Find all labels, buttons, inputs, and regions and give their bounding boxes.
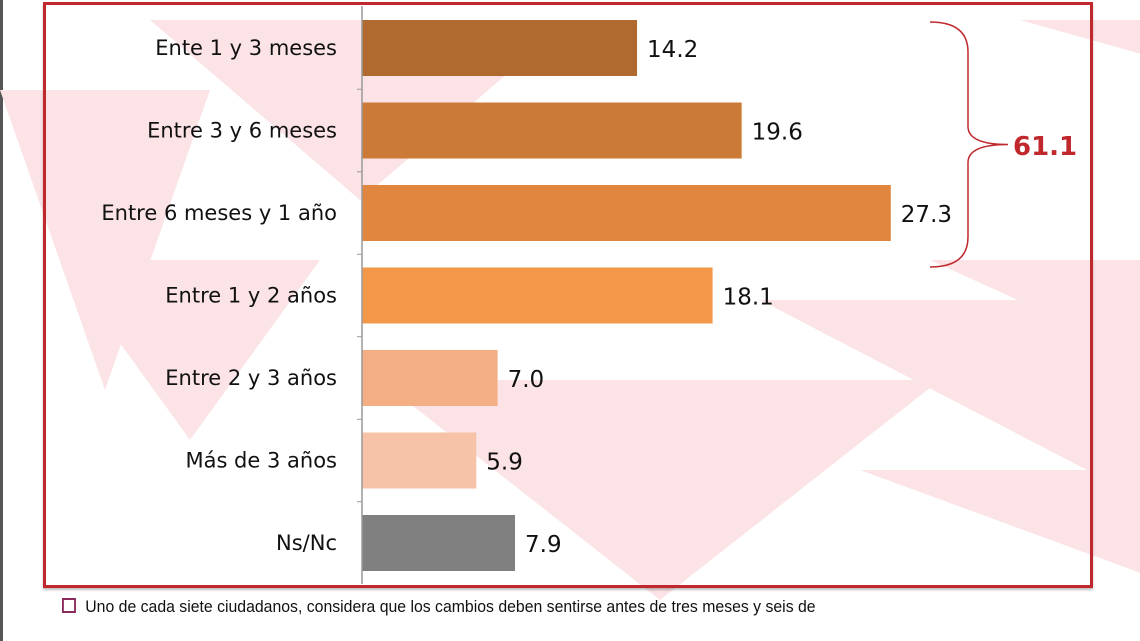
category-label: Entre 6 meses y 1 año xyxy=(101,201,337,225)
value-label: 7.0 xyxy=(508,367,545,393)
chart-frame xyxy=(43,2,1093,588)
category-label: Entre 3 y 6 meses xyxy=(147,119,337,143)
category-label: Ns/Nc xyxy=(276,531,337,555)
value-label: 27.3 xyxy=(901,202,952,228)
background-triangle xyxy=(60,260,320,440)
bar xyxy=(362,267,713,324)
bar xyxy=(362,432,477,489)
background-triangle xyxy=(760,300,1140,498)
background-triangle xyxy=(1020,20,1140,54)
background-triangle xyxy=(380,380,940,600)
category-label: Ente 1 y 3 meses xyxy=(155,36,337,60)
checkbox-bullet-icon xyxy=(62,598,76,613)
value-label: 19.6 xyxy=(752,120,803,146)
bracket-annotation xyxy=(929,21,1009,268)
value-label: 18.1 xyxy=(723,285,774,311)
bar xyxy=(362,20,638,76)
footnote-text: Uno de cada siete ciudadanos, considera … xyxy=(85,597,816,616)
value-label: 5.9 xyxy=(486,450,523,476)
background-triangle xyxy=(860,470,1140,573)
category-label: Entre 1 y 2 años xyxy=(165,284,337,308)
background-triangle xyxy=(930,260,1140,356)
total-annotation: 61.1 xyxy=(1013,132,1077,162)
bar xyxy=(362,515,516,571)
value-label: 7.9 xyxy=(525,532,562,558)
category-label: Más de 3 años xyxy=(185,449,337,473)
bar xyxy=(362,185,891,241)
background-triangle xyxy=(0,90,210,390)
value-label: 14.2 xyxy=(647,37,698,63)
footnote: Uno de cada siete ciudadanos, considera … xyxy=(62,597,816,617)
page-edge xyxy=(0,0,3,641)
bar xyxy=(362,102,742,159)
category-label: Entre 2 y 3 años xyxy=(165,366,337,390)
bar xyxy=(362,350,498,406)
